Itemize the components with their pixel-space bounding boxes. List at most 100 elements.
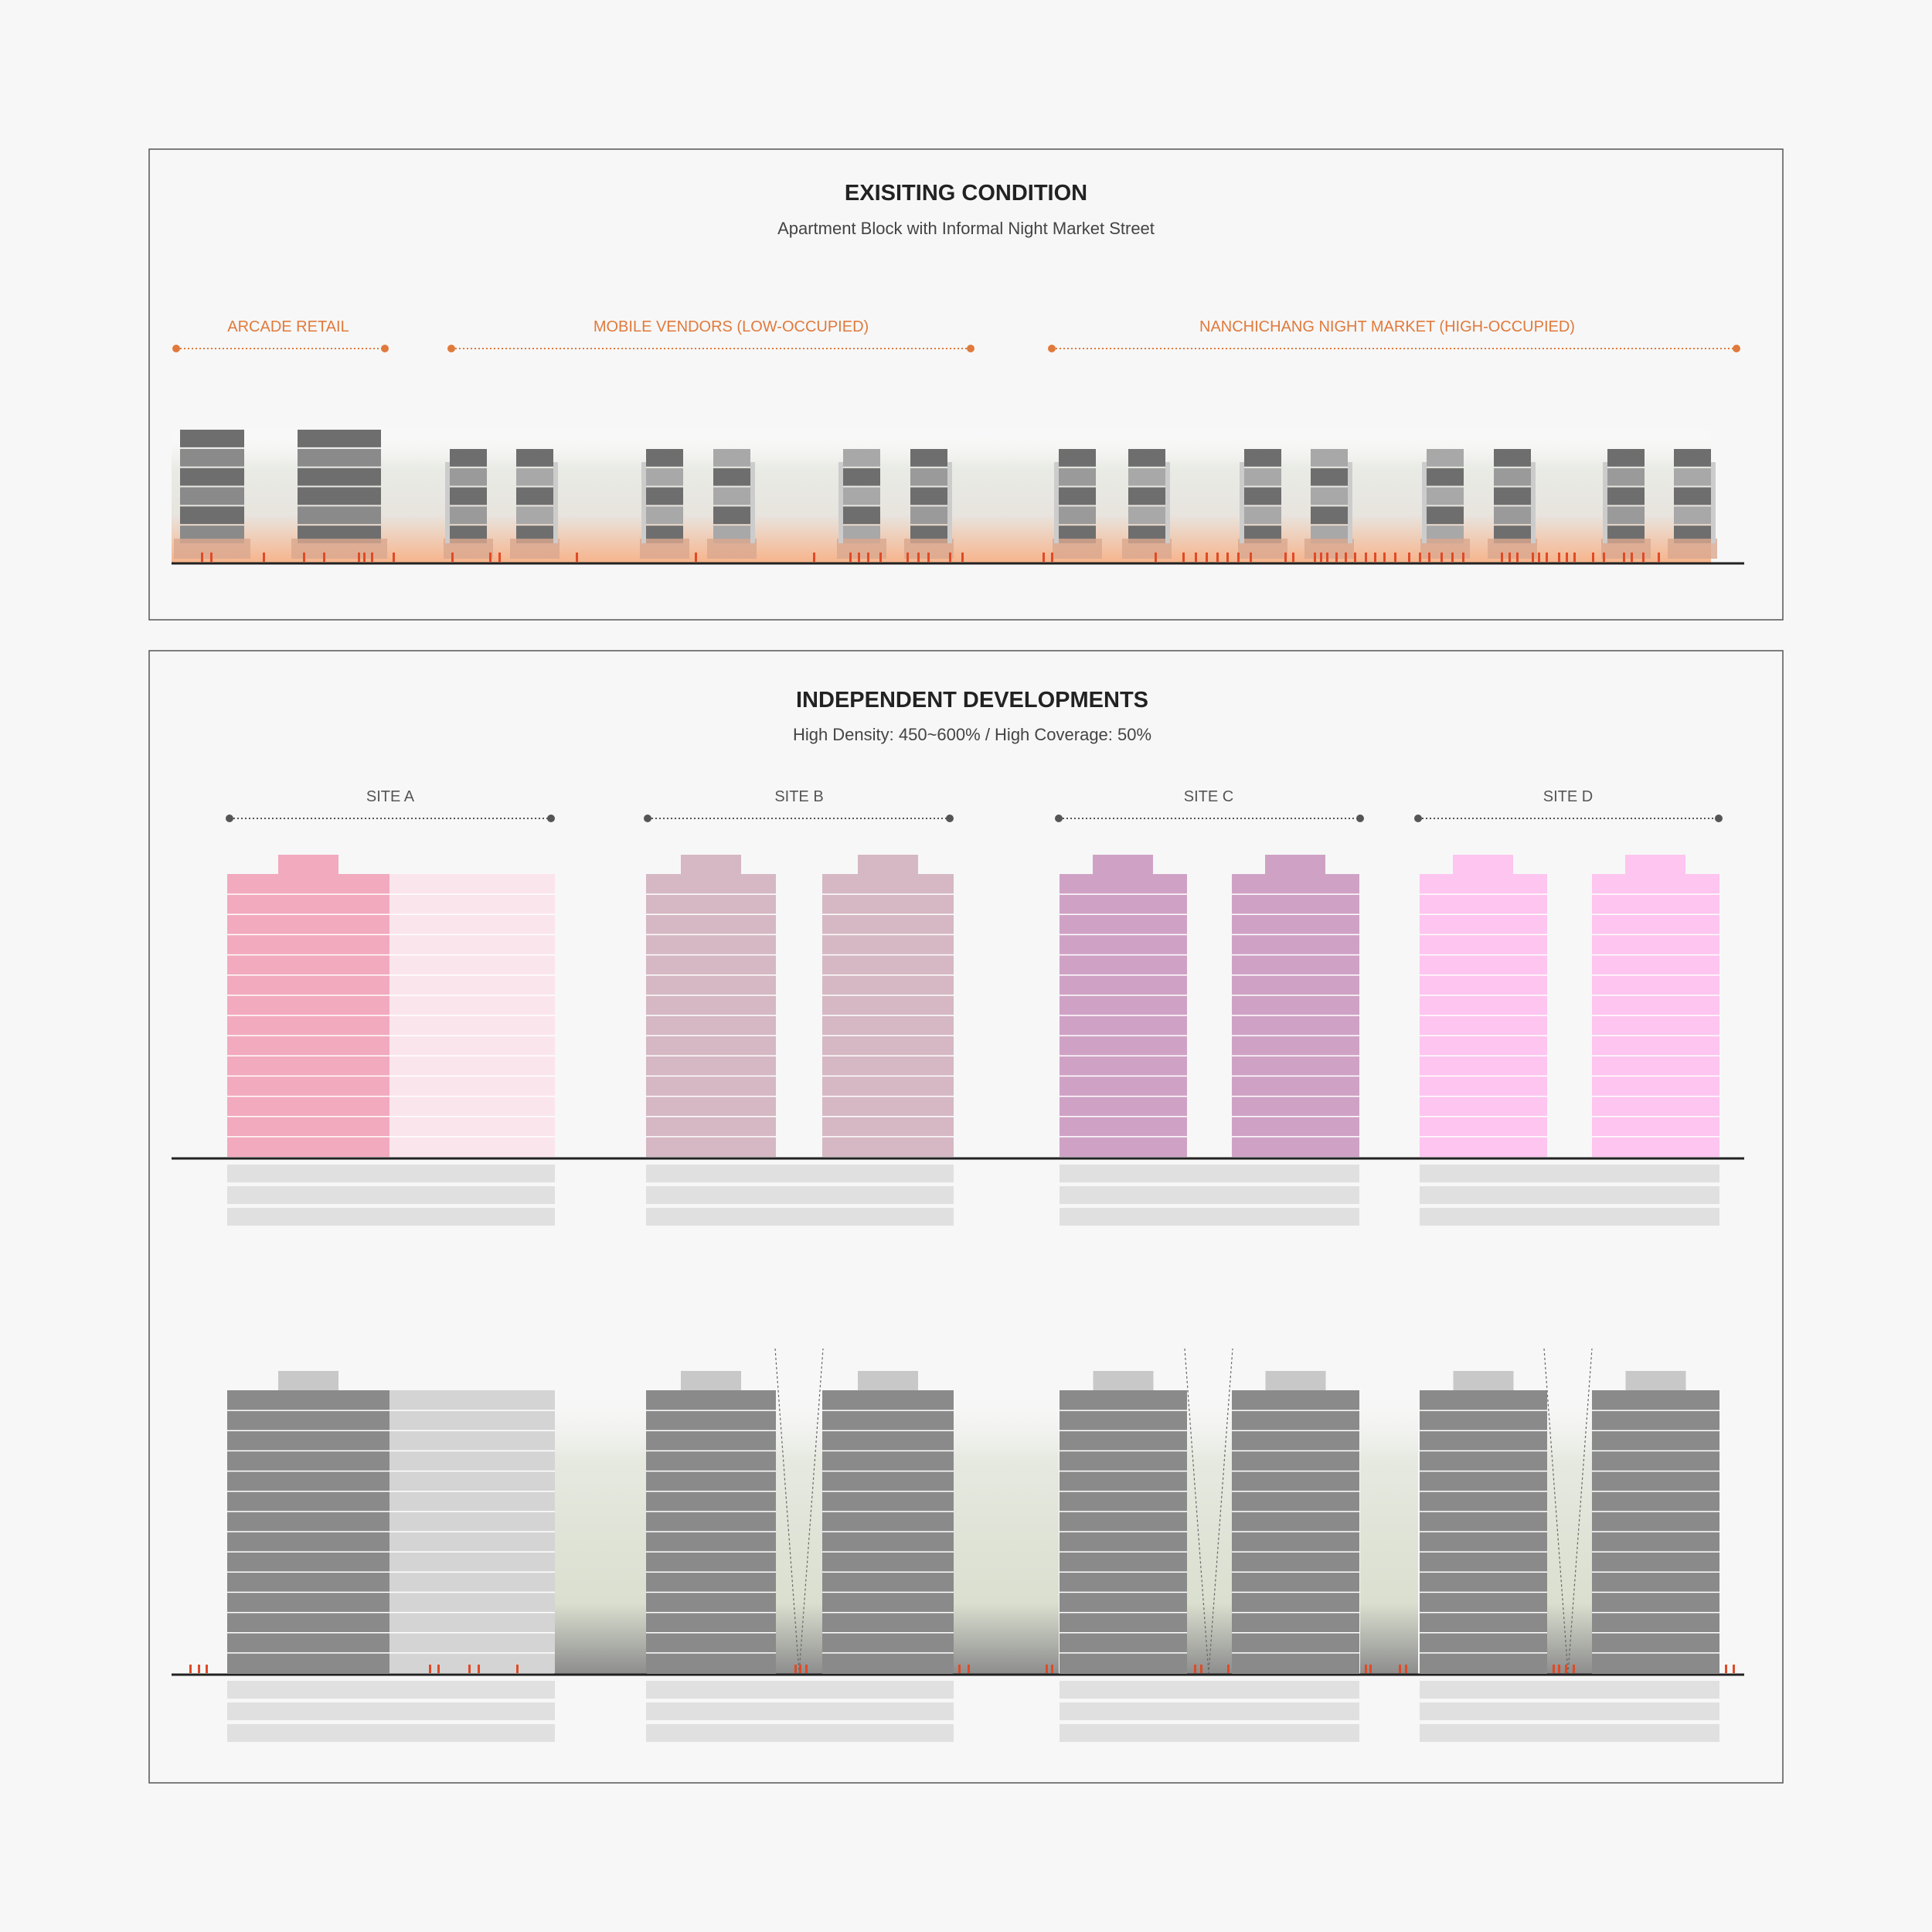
apartment-floor <box>1128 487 1165 505</box>
apartment-floor <box>1427 506 1464 525</box>
basement-level <box>227 1208 555 1226</box>
apartment-floor <box>1674 468 1711 486</box>
vendor-stall-mark <box>393 553 395 562</box>
basement-level <box>227 1724 555 1742</box>
balcony-edge <box>1531 462 1536 543</box>
dimension-endpoint <box>1356 815 1364 822</box>
vendor-stall-mark <box>1573 1665 1575 1673</box>
vendor-stall-mark <box>1546 553 1548 562</box>
rooftop-structure <box>858 1371 918 1390</box>
apartment-floor <box>843 487 880 505</box>
vendor-stall-mark <box>958 1665 961 1673</box>
vendor-stall-mark <box>1658 553 1660 562</box>
apartment-floor <box>516 468 553 486</box>
apartment-floor <box>1244 468 1281 486</box>
apartment-floor <box>1427 487 1464 505</box>
vendor-stall-mark <box>210 553 213 562</box>
vendor-stall-mark <box>1250 553 1252 562</box>
vendor-stall-mark <box>1365 1665 1367 1673</box>
basement-level <box>1060 1681 1359 1699</box>
apartment-floor <box>910 449 947 467</box>
apartment-floor <box>1311 487 1348 505</box>
site-b-marker: SITE B <box>644 788 954 822</box>
vendor-stall-mark <box>201 553 203 562</box>
apartment-floor <box>450 468 487 486</box>
zone-mobile-vendors: MOBILE VENDORS (LOW-OCCUPIED) <box>447 318 975 352</box>
basement-level <box>227 1165 555 1182</box>
vendor-stall-mark <box>1335 553 1338 562</box>
apartment-floor <box>646 449 683 467</box>
vendor-stall-mark <box>813 553 815 562</box>
apartment-floor <box>910 506 947 525</box>
vendor-stall-mark <box>206 1665 208 1673</box>
basement-level <box>227 1702 555 1720</box>
dimension-endpoint <box>1733 345 1740 352</box>
vendor-stall-mark <box>189 1665 192 1673</box>
site-c-marker: SITE C <box>1055 788 1364 822</box>
green-void <box>554 1389 647 1675</box>
balcony-edge <box>1603 462 1607 543</box>
vendor-stall-mark <box>1501 553 1503 562</box>
arcade-podium <box>837 539 886 559</box>
apartment-floor <box>1244 449 1281 467</box>
vendor-stall-mark <box>1462 553 1464 562</box>
apartment-floor <box>1128 468 1165 486</box>
vendor-stall-mark <box>949 553 951 562</box>
arcade-podium <box>640 539 689 559</box>
apartment-floor <box>1059 487 1096 505</box>
apartment-floor <box>1607 487 1645 505</box>
site-c-label: SITE C <box>1184 788 1233 805</box>
existing-frame <box>148 148 1784 621</box>
vendor-stall-mark <box>1566 553 1568 562</box>
site-a-marker: SITE A <box>226 788 555 822</box>
vendor-stall-mark <box>516 1665 519 1673</box>
vendor-stall-mark <box>867 553 869 562</box>
green-void <box>1187 1389 1232 1675</box>
vendor-stall-mark <box>576 553 578 562</box>
basement-level <box>646 1165 954 1182</box>
vendor-stall-mark <box>1516 553 1519 562</box>
basement-level <box>1420 1165 1719 1182</box>
vendor-stall-mark <box>303 553 305 562</box>
apartment-floor <box>1059 468 1096 486</box>
arcade-podium <box>1488 539 1537 559</box>
vendor-stall-mark <box>1532 553 1534 562</box>
green-void <box>776 1389 822 1675</box>
basement-level <box>1420 1208 1719 1226</box>
existing-vendor-stalls <box>201 553 1660 562</box>
vendor-stall-mark <box>1194 1665 1196 1673</box>
vendor-stall-mark <box>1538 553 1540 562</box>
apartment-floor <box>1494 506 1531 525</box>
vendor-stall-mark <box>468 1665 471 1673</box>
apartment-floor <box>450 449 487 467</box>
apartment-floor <box>450 506 487 525</box>
apartment-floor <box>450 487 487 505</box>
dimension-endpoint <box>946 815 954 822</box>
rooftop-structure <box>278 1371 338 1390</box>
vendor-stall-mark <box>1051 1665 1053 1673</box>
apartment-floor <box>1059 506 1096 525</box>
vendor-stall-mark <box>358 553 360 562</box>
apartment-floor <box>1311 506 1348 525</box>
balcony-edge <box>445 462 450 543</box>
apartment-floor <box>1311 449 1348 467</box>
zone-arcade-retail: ARCADE RETAIL <box>172 318 389 352</box>
balcony-edge <box>1240 462 1244 543</box>
vendor-stall-mark <box>849 553 852 562</box>
vendor-stall-mark <box>1553 1665 1555 1673</box>
dimension-endpoint <box>644 815 651 822</box>
balcony-edge <box>1711 462 1716 543</box>
balcony-edge <box>947 462 952 543</box>
vendor-stall-mark <box>1408 553 1410 562</box>
apartment-floor <box>180 487 244 505</box>
existing-title: EXISITING CONDITION <box>845 181 1087 206</box>
balcony-edge <box>838 462 843 543</box>
vendor-stall-mark <box>1419 553 1421 562</box>
dimension-endpoint <box>1055 815 1063 822</box>
balcony-edge <box>553 462 558 543</box>
vendor-stall-mark <box>1227 1665 1230 1673</box>
basement-level <box>1420 1681 1719 1699</box>
apartment-floor <box>1128 506 1165 525</box>
vendor-stall-mark <box>1565 1665 1567 1673</box>
vendor-stall-mark <box>1237 553 1240 562</box>
